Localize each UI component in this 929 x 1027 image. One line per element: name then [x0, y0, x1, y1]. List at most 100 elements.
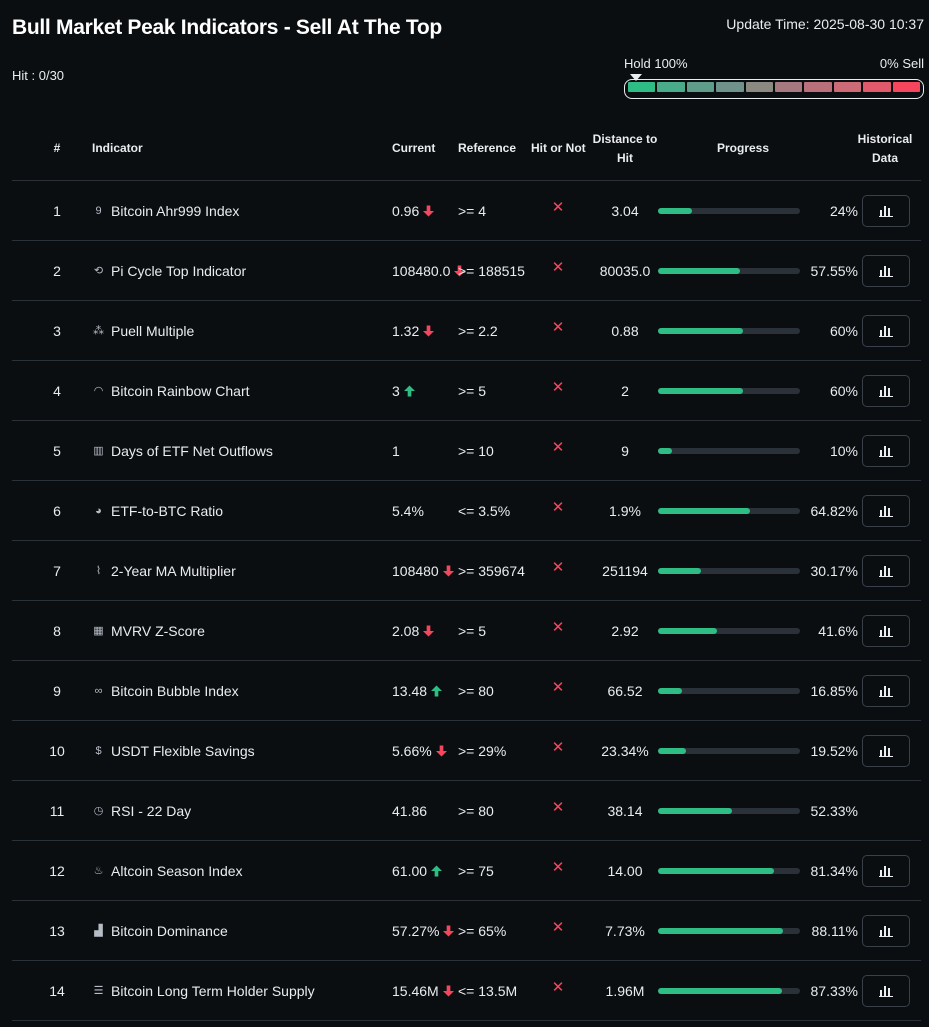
bar-chart-icon — [879, 684, 893, 697]
indicator-name[interactable]: Bitcoin Rainbow Chart — [111, 382, 250, 399]
table-row[interactable]: 13 ▟ Bitcoin Dominance 57.27% >= 65% ✕ 7.73% 88… — [12, 901, 921, 961]
gauge-segment — [775, 82, 803, 92]
indicator-name[interactable]: Bitcoin Bubble Index — [111, 682, 239, 699]
bar-chart-icon — [879, 384, 893, 397]
table-row[interactable]: 8 ▦ MVRV Z-Score 2.08 >= 5 ✕ 2.92 41.6% — [12, 601, 921, 661]
table-row[interactable]: 1 9 Bitcoin Ahr999 Index 0.96 >= 4 ✕ 3.04 24% — [12, 181, 921, 241]
indicator-cell[interactable]: ◷ RSI - 22 Day — [92, 803, 191, 819]
row-number: 9 — [53, 682, 61, 699]
table-row[interactable]: 4 ◠ Bitcoin Rainbow Chart 3 >= 5 ✕ 2 60% — [12, 361, 921, 421]
indicator-name[interactable]: Bitcoin Long Term Holder Supply — [111, 982, 315, 999]
progress-bar — [658, 507, 800, 514]
indicator-name[interactable]: 2-Year MA Multiplier — [111, 562, 236, 579]
indicator-cell[interactable]: ♨ Altcoin Season Index — [92, 863, 243, 879]
not-hit-icon: ✕ — [551, 558, 565, 576]
indicator-cell[interactable]: ▟ Bitcoin Dominance — [92, 922, 228, 939]
historical-data-button[interactable] — [862, 374, 910, 407]
progress-bar — [658, 267, 800, 274]
progress-percent: 60% — [829, 382, 858, 399]
indicator-name[interactable]: ETF-to-BTC Ratio — [111, 502, 224, 519]
indicator-cell[interactable]: ▥ Days of ETF Net Outflows — [92, 443, 273, 459]
trend-down-icon — [423, 325, 435, 337]
indicator-cell[interactable]: $ USDT Flexible Savings — [92, 742, 255, 759]
historical-data-button[interactable] — [862, 974, 910, 1007]
bar-chart-icon — [879, 564, 893, 577]
historical-data-button[interactable] — [862, 614, 910, 647]
historical-data-button[interactable] — [862, 914, 910, 947]
table-row[interactable]: 2 ⟲ Pi Cycle Top Indicator 108480.0 >= 18851… — [12, 241, 921, 301]
progress-bar — [658, 927, 800, 934]
reference-value: >= 29% — [458, 742, 507, 759]
table-row[interactable]: 7 ⌇ 2-Year MA Multiplier 108480 >= 359674 ✕ 25… — [12, 541, 921, 601]
historical-data-button[interactable] — [862, 314, 910, 347]
not-hit-icon: ✕ — [551, 978, 565, 996]
progress-fill — [658, 927, 784, 934]
progress-percent: 16.85% — [810, 682, 858, 699]
indicator-cell[interactable]: ⟲ Pi Cycle Top Indicator — [92, 263, 246, 279]
distance-value: 66.52 — [607, 682, 643, 699]
table-row[interactable]: 6 ◕ ETF-to-BTC Ratio 5.4% <= 3.5% ✕ 1.9% 64.82% — [12, 481, 921, 541]
indicators-table: # Indicator Current Reference Hit or Not… — [12, 118, 921, 1021]
col-reference: Reference — [458, 141, 517, 155]
historical-data-button[interactable] — [862, 434, 910, 467]
historical-data-button[interactable] — [862, 194, 910, 227]
table-row[interactable]: 5 ▥ Days of ETF Net Outflows 1 >= 10 ✕ 9 10% — [12, 421, 921, 481]
distance-value: 9 — [621, 442, 629, 459]
indicator-name[interactable]: Bitcoin Dominance — [111, 922, 228, 939]
reference-value: >= 10 — [458, 442, 494, 459]
fire-icon: ♨ — [93, 865, 104, 877]
indicator-name[interactable]: Bitcoin Ahr999 Index — [111, 202, 240, 219]
historical-data-button[interactable] — [862, 554, 910, 587]
distance-value: 1.9% — [609, 502, 641, 519]
indicator-name[interactable]: Days of ETF Net Outflows — [111, 442, 273, 459]
col-progress: Progress — [717, 141, 770, 155]
cycle-icon: ⟲ — [93, 265, 104, 277]
indicator-cell[interactable]: ◠ Bitcoin Rainbow Chart — [92, 383, 250, 399]
distance-value: 3.04 — [611, 202, 639, 219]
progress-percent: 87.33% — [810, 982, 858, 999]
table-row[interactable]: 9 ∞ Bitcoin Bubble Index 13.48 >= 80 ✕ 66.52 16… — [12, 661, 921, 721]
historical-data-button[interactable] — [862, 854, 910, 887]
table-row[interactable]: 11 ◷ RSI - 22 Day 41.86 >= 80 ✕ 38.14 52.33% — [12, 781, 921, 841]
historical-data-button[interactable] — [862, 734, 910, 767]
progress-fill — [658, 627, 718, 634]
indicator-cell[interactable]: 9 Bitcoin Ahr999 Index — [92, 203, 239, 219]
indicator-name[interactable]: Pi Cycle Top Indicator — [111, 262, 247, 279]
table-row[interactable]: 14 ☰ Bitcoin Long Term Holder Supply 15.46M… — [12, 961, 921, 1021]
indicator-name[interactable]: Altcoin Season Index — [111, 862, 243, 879]
indicator-cell[interactable]: ◕ ETF-to-BTC Ratio — [92, 503, 223, 519]
indicator-cell[interactable]: ☰ Bitcoin Long Term Holder Supply — [92, 983, 315, 999]
current-value-cell: 0.96 — [392, 203, 435, 219]
indicator-name[interactable]: RSI - 22 Day — [111, 802, 192, 819]
bar-chart-icon — [879, 504, 893, 517]
indicator-cell[interactable]: ⁂ Puell Multiple — [92, 323, 194, 339]
historical-data-button[interactable] — [862, 254, 910, 287]
historical-data-button[interactable] — [862, 674, 910, 707]
database-icon: ☰ — [93, 985, 104, 997]
not-hit-icon: ✕ — [551, 858, 565, 876]
reference-value: >= 359674 — [458, 562, 525, 579]
table-row[interactable]: 3 ⁂ Puell Multiple 1.32 >= 2.2 ✕ 0.88 60% — [12, 301, 921, 361]
gauge-segment — [892, 82, 921, 92]
table-row[interactable]: 10 $ USDT Flexible Savings 5.66% >= 29% ✕ 23.3… — [12, 721, 921, 781]
gauge-segment — [657, 82, 685, 92]
reference-value: >= 5 — [458, 622, 487, 639]
indicator-cell[interactable]: ⌇ 2-Year MA Multiplier — [92, 563, 236, 579]
indicator-name[interactable]: MVRV Z-Score — [111, 622, 205, 639]
indicator-cell[interactable]: ▦ MVRV Z-Score — [92, 623, 205, 639]
current-value: 1.32 — [392, 322, 420, 339]
col-num: # — [53, 141, 61, 155]
current-value-cell: 3 — [392, 383, 415, 399]
table-row[interactable]: 12 ♨ Altcoin Season Index 61.00 >= 75 ✕ 14.00 8… — [12, 841, 921, 901]
current-value-cell: 1 — [392, 443, 400, 459]
reference-value: >= 188515 — [458, 262, 525, 279]
progress-bar — [658, 687, 800, 694]
progress-bar — [658, 207, 800, 214]
indicator-name[interactable]: USDT Flexible Savings — [111, 742, 255, 759]
historical-data-button[interactable] — [862, 494, 910, 527]
progress-bar — [658, 447, 800, 454]
indicator-name[interactable]: Puell Multiple — [111, 322, 195, 339]
progress-fill — [658, 987, 782, 994]
indicator-cell[interactable]: ∞ Bitcoin Bubble Index — [92, 683, 239, 699]
current-value: 108480 — [392, 562, 439, 579]
